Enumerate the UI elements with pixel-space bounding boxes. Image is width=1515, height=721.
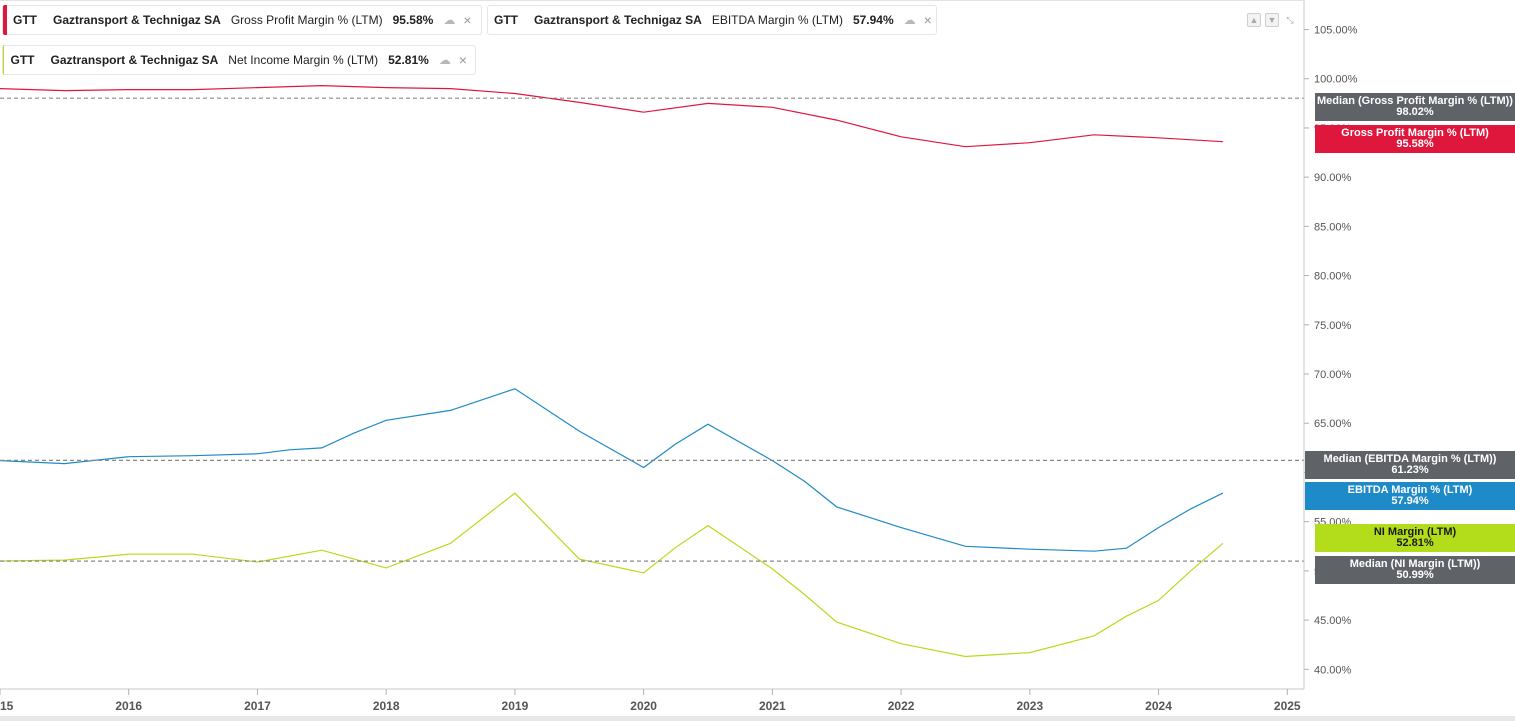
legend-color-swatch bbox=[3, 5, 7, 35]
tag-ebitda: EBITDA Margin % (LTM) 57.94% bbox=[1305, 482, 1515, 510]
tag-value: 95.58% bbox=[1396, 138, 1434, 150]
y-tick-label: 75.00% bbox=[1314, 320, 1352, 332]
legend-metric: EBITDA Margin % (LTM) bbox=[711, 13, 843, 27]
legend-value: 95.58% bbox=[392, 13, 434, 27]
chart-style-icon[interactable]: ☁ bbox=[903, 13, 916, 27]
tag-label: Median (Gross Profit Margin % (LTM)) bbox=[1317, 95, 1513, 107]
y-tick-label: 45.00% bbox=[1314, 615, 1352, 627]
legend-company: Gaztransport & Technigaz SA bbox=[53, 13, 221, 27]
close-icon[interactable]: × bbox=[458, 52, 467, 68]
tag-value: 57.94% bbox=[1391, 495, 1429, 507]
tag-value: 50.99% bbox=[1396, 569, 1434, 581]
move-up-icon[interactable]: ▲ bbox=[1247, 13, 1261, 27]
move-down-icon[interactable]: ▼ bbox=[1265, 13, 1279, 27]
x-tick-label: 2018 bbox=[373, 699, 400, 713]
legend-metric: Net Income Margin % (LTM) bbox=[228, 53, 379, 67]
plot-area bbox=[0, 84, 1304, 658]
chart-style-icon[interactable]: ☁ bbox=[438, 53, 451, 67]
tag-label: NI Margin (LTM) bbox=[1373, 526, 1457, 538]
series-line bbox=[0, 492, 1224, 658]
close-icon[interactable]: × bbox=[463, 12, 472, 28]
x-tick-label: 2017 bbox=[244, 699, 271, 713]
y-tick-label: 90.00% bbox=[1314, 172, 1352, 184]
legend-company: Gaztransport & Technigaz SA bbox=[534, 13, 702, 27]
y-tick-label: 105.00% bbox=[1314, 25, 1358, 37]
x-tick-label: 15 bbox=[0, 699, 14, 713]
collapse-icon[interactable]: ⤡ bbox=[1283, 13, 1297, 27]
tag-median-ebitda: Median (EBITDA Margin % (LTM)) 61.23% bbox=[1305, 451, 1515, 479]
legend-value: 52.81% bbox=[388, 53, 429, 67]
x-tick-label: 2024 bbox=[1145, 699, 1172, 713]
x-axis: 15 2016 2017 2018 2019 2020 2021 2022 2023 2024 20… bbox=[0, 689, 1301, 713]
y-tick-label: 100.00% bbox=[1314, 74, 1358, 86]
x-tick-label: 2016 bbox=[115, 699, 142, 713]
legend-ticker: GTT bbox=[13, 13, 37, 27]
tag-value: 61.23% bbox=[1391, 464, 1429, 476]
x-tick-label: 2021 bbox=[759, 699, 786, 713]
legend-item-net-income[interactable]: GTT Gaztransport & Technigaz SA Net Inco… bbox=[2, 45, 476, 75]
y-tick-label: 65.00% bbox=[1314, 418, 1352, 430]
x-tick-label: 2019 bbox=[502, 699, 529, 713]
x-tick-label: 2020 bbox=[630, 699, 657, 713]
series-line bbox=[0, 388, 1224, 552]
y-tick-label: 40.00% bbox=[1314, 664, 1352, 676]
tag-value: 98.02% bbox=[1396, 106, 1434, 118]
x-tick-label: 2023 bbox=[1016, 699, 1043, 713]
tag-median-gross-profit: Median (Gross Profit Margin % (LTM)) 98.… bbox=[1315, 93, 1515, 121]
series-line bbox=[0, 84, 1223, 148]
tag-label: Median (EBITDA Margin % (LTM)) bbox=[1323, 453, 1497, 465]
legend-metric: Gross Profit Margin % (LTM) bbox=[230, 13, 383, 27]
close-icon[interactable]: × bbox=[923, 12, 932, 28]
legend-value: 57.94% bbox=[852, 13, 894, 27]
legend-color-swatch bbox=[3, 45, 5, 75]
chart-style-icon[interactable]: ☁ bbox=[443, 13, 456, 27]
tag-label: Gross Profit Margin % (LTM) bbox=[1341, 127, 1489, 139]
tag-net-income: NI Margin (LTM) 52.81% bbox=[1315, 524, 1515, 552]
legend-item-gross-profit[interactable]: GTT Gaztransport & Technigaz SA Gross Pr… bbox=[2, 5, 482, 35]
legend-ticker: GTT bbox=[10, 53, 35, 67]
x-tick-label: 2022 bbox=[888, 699, 915, 713]
legend-item-ebitda[interactable]: GTT Gaztransport & Technigaz SA EBITDA M… bbox=[487, 5, 937, 35]
y-tick-label: 80.00% bbox=[1314, 271, 1352, 283]
tag-value: 52.81% bbox=[1396, 537, 1434, 549]
x-axis-band bbox=[0, 716, 1515, 721]
x-tick-label: 2025 bbox=[1274, 699, 1301, 713]
legend-company: Gaztransport & Technigaz SA bbox=[50, 53, 219, 67]
tag-label: Median (NI Margin (LTM)) bbox=[1349, 558, 1481, 570]
tag-median-net-income: Median (NI Margin (LTM)) 50.99% bbox=[1315, 556, 1515, 584]
tag-gross-profit: Gross Profit Margin % (LTM) 95.58% bbox=[1315, 125, 1515, 153]
tag-label: EBITDA Margin % (LTM) bbox=[1347, 484, 1473, 496]
y-tick-label: 85.00% bbox=[1314, 221, 1352, 233]
y-tick-label: 70.00% bbox=[1314, 369, 1352, 381]
legend-ticker: GTT bbox=[494, 13, 518, 27]
